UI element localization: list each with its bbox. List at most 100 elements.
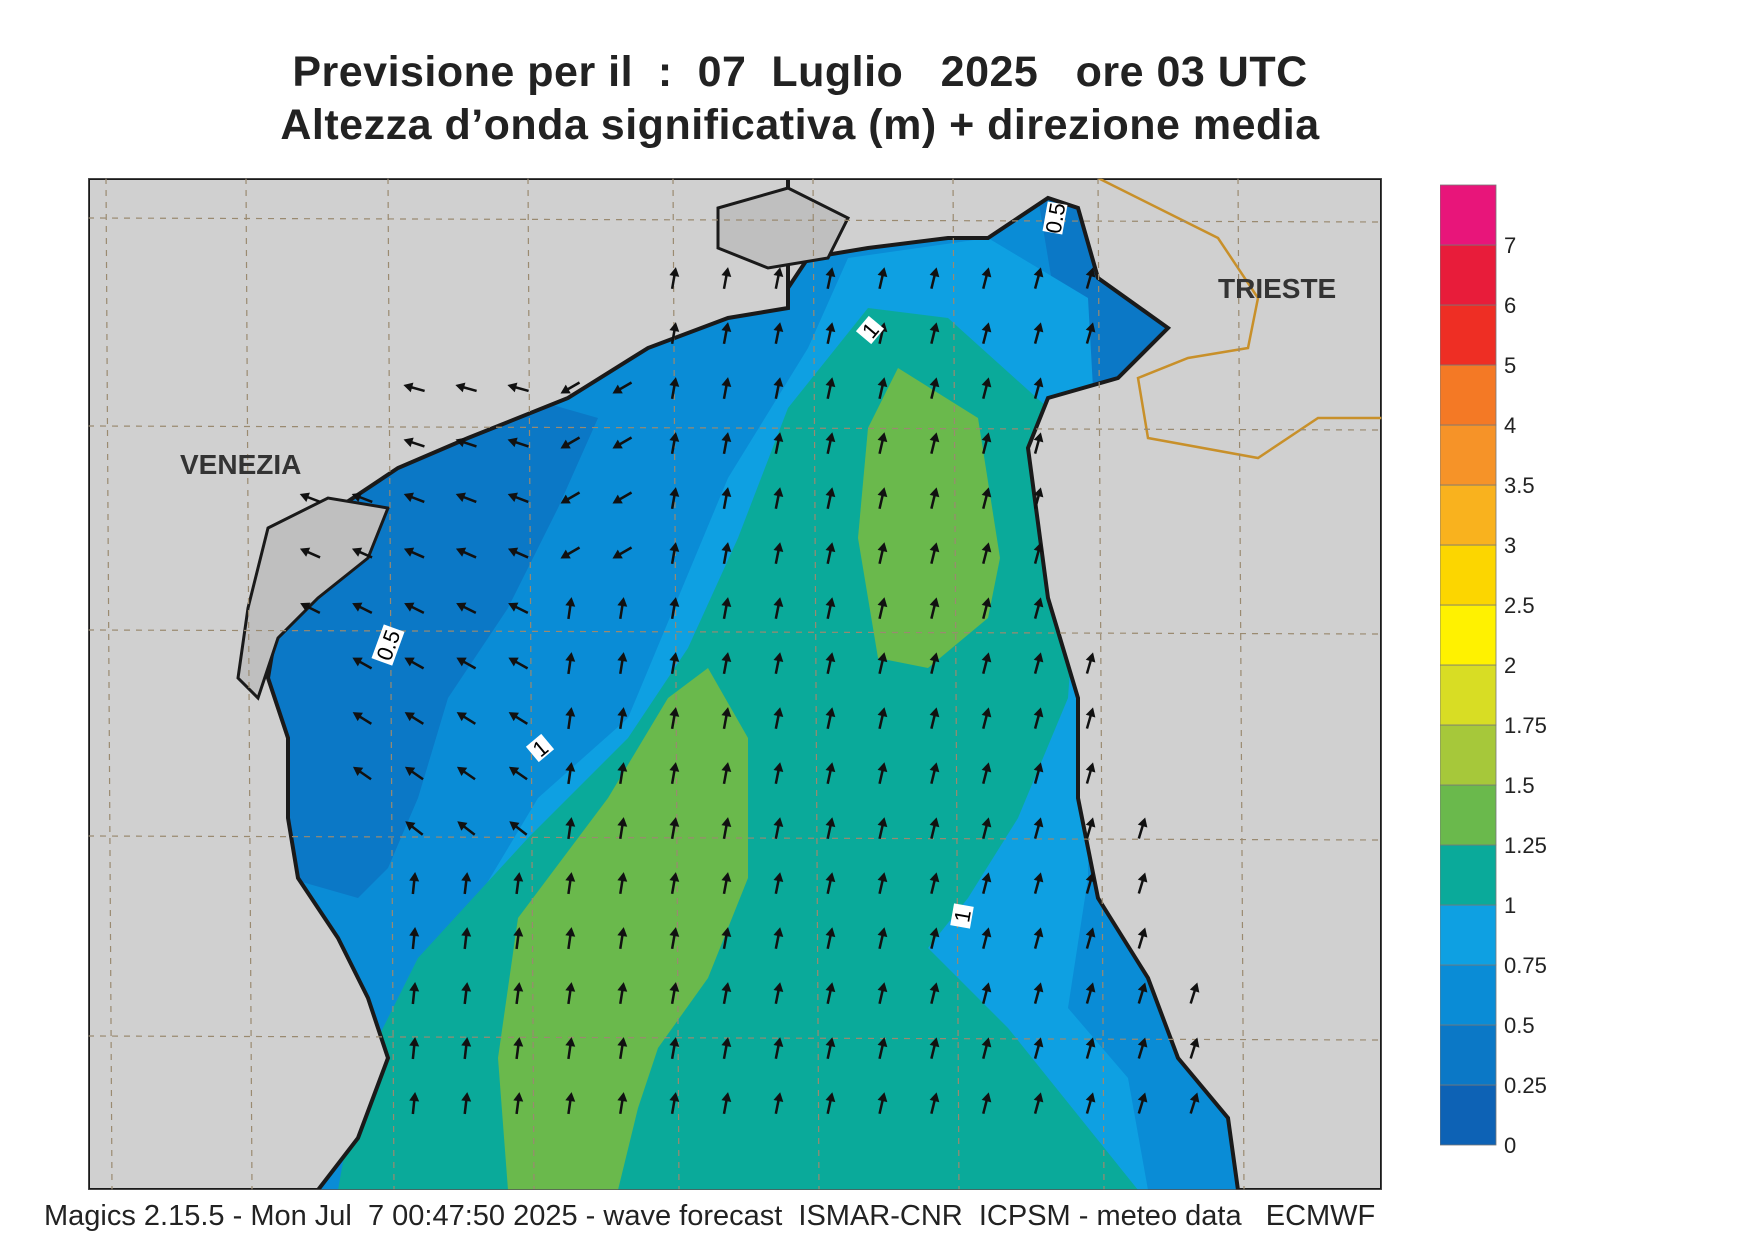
direction-arrow — [825, 487, 836, 510]
colorbar-tick-label: 1.25 — [1504, 833, 1547, 858]
direction-arrow — [455, 492, 477, 504]
direction-arrow — [1033, 487, 1044, 509]
direction-arrow — [456, 766, 476, 781]
direction-arrow — [721, 322, 732, 345]
direction-arrow — [299, 547, 321, 559]
colorbar-swatch — [1440, 1024, 1497, 1086]
direction-arrow — [825, 817, 836, 840]
colorbar-tick-label: 0.75 — [1504, 953, 1547, 978]
direction-arrow — [773, 982, 784, 1005]
direction-arrow — [1085, 1037, 1096, 1059]
direction-arrow — [1085, 872, 1096, 894]
direction-arrow — [773, 432, 784, 455]
direction-arrow — [877, 707, 888, 730]
grid-meridian — [672, 178, 680, 1190]
direction-arrow — [1033, 762, 1044, 784]
direction-arrow — [877, 982, 888, 1005]
colorbar-swatch — [1440, 544, 1497, 606]
direction-arrow — [721, 707, 732, 730]
direction-arrow — [721, 982, 732, 1005]
direction-arrow — [352, 766, 372, 781]
contour-label: 0.5 — [371, 624, 405, 666]
direction-arrow — [877, 872, 888, 895]
direction-arrow — [929, 377, 940, 399]
direction-arrow — [508, 657, 529, 670]
direction-arrow — [981, 322, 992, 344]
direction-arrow — [981, 762, 992, 784]
colorbar-tick-label: 4 — [1504, 413, 1516, 438]
direction-arrow — [773, 542, 784, 565]
grid-meridian — [1237, 178, 1245, 1190]
direction-arrows — [299, 267, 1200, 1115]
direction-arrow — [825, 432, 836, 455]
direction-arrow — [455, 547, 477, 559]
direction-arrow — [409, 927, 420, 950]
direction-arrow — [409, 982, 420, 1005]
colorbar-swatch — [1440, 484, 1497, 546]
direction-arrow — [352, 602, 373, 615]
svg-text:0.5: 0.5 — [1041, 201, 1071, 235]
footer-credits: Magics 2.15.5 - Mon Jul 7 00:47:50 2025 … — [44, 1200, 1376, 1232]
direction-arrow — [405, 821, 424, 836]
direction-arrow — [456, 712, 476, 725]
direction-arrow — [352, 712, 372, 725]
direction-arrow — [351, 547, 373, 559]
city-label-venezia: VENEZIA — [180, 449, 301, 480]
direction-arrow — [825, 322, 836, 345]
direction-arrow — [981, 432, 992, 454]
direction-arrow — [1189, 982, 1200, 1004]
direction-arrow — [929, 542, 940, 564]
direction-arrow — [773, 762, 784, 785]
direction-arrow — [617, 817, 628, 840]
direction-arrow — [929, 927, 940, 949]
direction-arrow — [825, 377, 836, 400]
direction-arrow — [877, 1037, 888, 1060]
direction-arrow — [773, 597, 784, 620]
direction-arrow — [565, 1037, 576, 1060]
direction-arrow — [1085, 982, 1096, 1004]
direction-arrow — [669, 927, 680, 950]
direction-arrow — [1033, 652, 1044, 674]
direction-arrow — [1033, 377, 1044, 399]
direction-arrow — [981, 817, 992, 839]
direction-arrow — [721, 597, 732, 620]
direction-arrow — [457, 821, 476, 836]
direction-arrow — [513, 1092, 524, 1115]
direction-arrow — [929, 707, 940, 729]
direction-arrow — [565, 1092, 576, 1115]
direction-arrow — [877, 652, 888, 675]
direction-arrow — [877, 1092, 888, 1115]
colorbar-swatch — [1440, 184, 1497, 246]
direction-arrow — [455, 437, 477, 448]
direction-arrow — [825, 652, 836, 675]
direction-arrow — [825, 597, 836, 620]
direction-arrow — [1085, 652, 1096, 674]
title-line-1: Previsione per il : 07 Luglio 2025 ore 0… — [292, 48, 1308, 96]
direction-arrow — [981, 267, 992, 289]
direction-arrow — [507, 492, 529, 504]
direction-arrow — [877, 377, 888, 400]
colorbar-tick-label: 1.75 — [1504, 713, 1547, 738]
direction-arrow — [403, 437, 425, 448]
grid-meridian — [387, 178, 395, 1190]
direction-arrow — [929, 1037, 940, 1059]
direction-arrow — [669, 707, 680, 730]
direction-arrow — [929, 872, 940, 894]
colorbar-swatch — [1440, 724, 1497, 786]
colorbar-swatch — [1440, 364, 1497, 426]
direction-arrow — [981, 487, 992, 509]
direction-arrow — [773, 267, 784, 290]
direction-arrow — [1033, 982, 1044, 1004]
direction-arrow — [617, 707, 628, 730]
direction-arrow — [669, 872, 680, 895]
band-green-north — [858, 368, 1000, 668]
direction-arrow — [669, 377, 680, 400]
direction-arrow — [773, 377, 784, 400]
colorbar-tick-label: 2 — [1504, 653, 1516, 678]
direction-arrow — [773, 487, 784, 510]
direction-arrow — [721, 1037, 732, 1060]
direction-arrow — [461, 1092, 472, 1115]
direction-arrow — [513, 982, 524, 1005]
direction-arrow — [825, 762, 836, 785]
direction-arrow — [617, 597, 628, 620]
